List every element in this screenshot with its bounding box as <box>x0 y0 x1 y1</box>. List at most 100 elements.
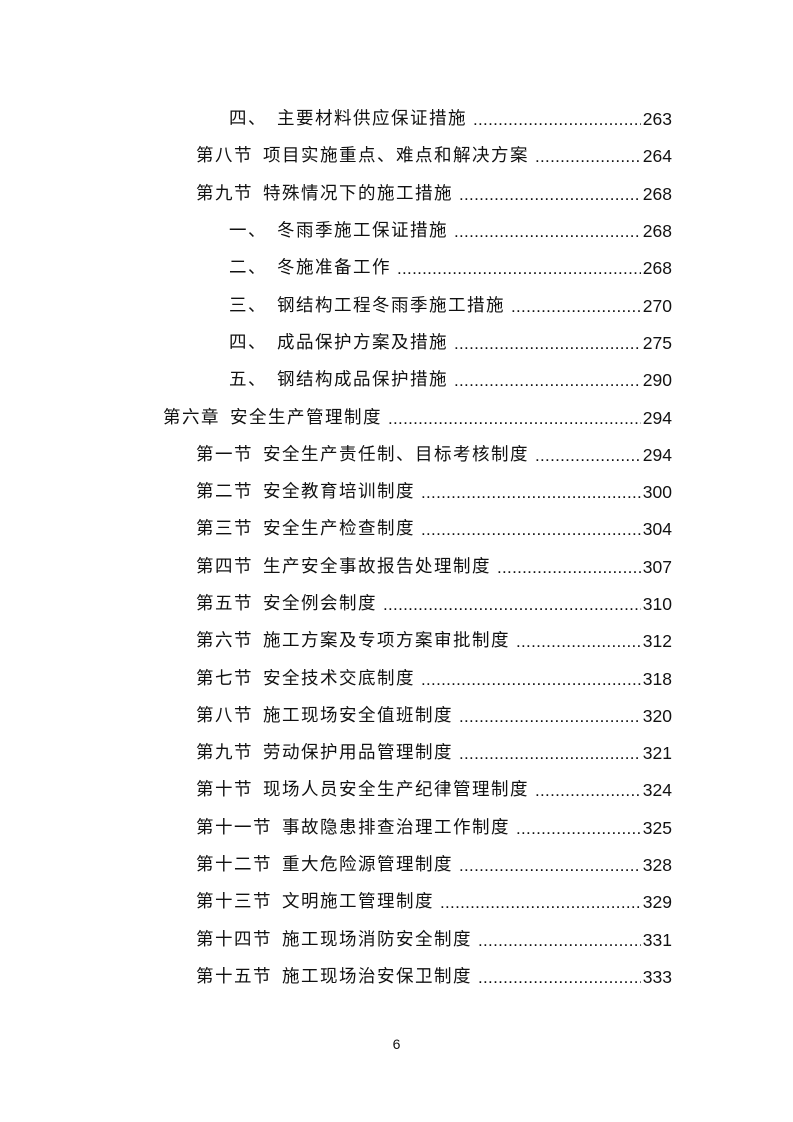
dot-leader <box>454 362 641 399</box>
toc-entry-title: 四、 主要材料供应保证措施 <box>229 101 467 138</box>
toc-entry-title: 第一节 安全生产责任制、目标考核制度 <box>196 437 529 474</box>
toc-entry-text: 冬雨季施工保证措施 <box>277 221 448 242</box>
dot-leader <box>421 661 641 698</box>
toc-entry-title: 五、 钢结构成品保护措施 <box>229 362 448 399</box>
toc-entry[interactable]: 四、成品保护方案及措施 275 <box>0 325 793 362</box>
toc-entry-text: 生产安全事故报告处理制度 <box>263 556 491 577</box>
toc-entry-text: 冬施准备工作 <box>277 258 391 279</box>
dot-leader <box>516 623 641 660</box>
toc-entry[interactable]: 一、冬雨季施工保证措施 268 <box>0 213 793 250</box>
toc-entry-page: 268 <box>642 221 672 242</box>
toc-entry-text: 重大危险源管理制度 <box>282 855 453 876</box>
toc-entry-text: 安全生产检查制度 <box>263 519 415 540</box>
dot-leader <box>497 549 641 586</box>
toc-entry-text: 事故隐患排查治理工作制度 <box>282 817 510 838</box>
toc-entry-text: 成品保护方案及措施 <box>277 332 448 353</box>
toc-entry-text: 钢结构工程冬雨季施工措施 <box>277 295 505 316</box>
toc-entry-text: 施工现场安全值班制度 <box>263 705 453 726</box>
toc-entry-page: 294 <box>642 444 672 465</box>
toc-entry-page: 333 <box>642 966 672 987</box>
page-number: 6 <box>392 1036 401 1052</box>
toc-entry-number: 三、 <box>229 295 267 316</box>
toc-entry-number: 第三节 <box>196 519 253 540</box>
toc-entry-text: 施工方案及专项方案审批制度 <box>263 631 510 652</box>
dot-leader <box>478 959 641 996</box>
toc-entry-text: 安全生产管理制度 <box>230 407 382 428</box>
toc-entry-title: 四、 成品保护方案及措施 <box>229 325 448 362</box>
toc-entry-number: 第十节 <box>196 780 253 801</box>
toc-entry-number: 第十五节 <box>196 966 272 987</box>
toc-entry-page: 268 <box>642 258 672 279</box>
dot-leader <box>516 810 641 847</box>
toc-entry-number: 第八节 <box>196 705 253 726</box>
dot-leader <box>459 735 641 772</box>
toc-entry-number: 一、 <box>229 221 267 242</box>
toc-entry[interactable]: 三、钢结构工程冬雨季施工措施 270 <box>0 287 793 324</box>
dot-leader <box>421 511 641 548</box>
toc-entry-number: 第八节 <box>196 146 253 167</box>
toc-entry-number: 第十四节 <box>196 929 272 950</box>
dot-leader <box>440 884 641 921</box>
toc-entry-page: 331 <box>642 929 672 950</box>
toc-entry-number: 第七节 <box>196 668 253 689</box>
dot-leader <box>473 101 641 138</box>
toc-entry-page: 328 <box>642 855 672 876</box>
toc-entry[interactable]: 五、钢结构成品保护措施 290 <box>0 362 793 399</box>
toc-entry-page: 300 <box>642 482 672 503</box>
toc-entry-number: 第十三节 <box>196 892 272 913</box>
toc-entry-text: 安全例会制度 <box>263 594 377 614</box>
toc-entry-title: 第十五节 施工现场治安保卫制度 <box>196 959 472 996</box>
toc-entry-title: 第九节 特殊情况下的施工措施 <box>196 176 453 213</box>
toc-entry-title: 一、 冬雨季施工保证措施 <box>229 213 448 250</box>
toc-entry-title: 第二节 安全教育培训制度 <box>196 474 415 511</box>
dot-leader <box>535 772 641 809</box>
toc-entry-number: 二、 <box>229 258 267 279</box>
toc-entry-page: 329 <box>642 892 672 913</box>
toc-entry[interactable]: 四、主要材料供应保证措施 263 <box>0 101 793 138</box>
dot-leader <box>459 847 641 884</box>
toc-entry-title: 三、 钢结构工程冬雨季施工措施 <box>229 288 505 325</box>
toc-entry-text: 劳动保护用品管理制度 <box>263 743 453 764</box>
toc-entry-number: 第十二节 <box>196 855 272 876</box>
dot-leader <box>459 698 641 735</box>
toc-entry[interactable]: 二、冬施准备工作 268 <box>0 250 793 287</box>
toc-entry-page: 321 <box>642 743 672 764</box>
toc-entry-page: 294 <box>642 407 672 428</box>
toc-entry-title: 二、 冬施准备工作 <box>229 250 391 287</box>
toc-entry-text: 安全生产责任制、目标考核制度 <box>263 444 529 465</box>
toc-entry-page: 324 <box>642 780 672 801</box>
toc-entry-text: 主要材料供应保证措施 <box>277 109 467 130</box>
toc-entry-text: 施工现场消防安全制度 <box>282 929 472 950</box>
toc-entry-page: 320 <box>642 705 672 726</box>
toc-entry-text: 文明施工管理制度 <box>282 892 434 913</box>
table-of-contents: 四、主要材料供应保证措施263第八节项目实施重点、难点和解决方案264第九节特殊… <box>0 101 793 996</box>
toc-entry-title: 第七节 安全技术交底制度 <box>196 661 415 698</box>
toc-entry-page: 325 <box>642 817 672 838</box>
dot-leader <box>478 922 641 959</box>
toc-entry-title: 第十节 现场人员安全生产纪律管理制度 <box>196 772 529 809</box>
toc-entry-title: 第六节 施工方案及专项方案审批制度 <box>196 623 510 660</box>
toc-entry-page: 270 <box>642 295 672 316</box>
dot-leader <box>459 176 641 213</box>
dot-leader <box>383 586 641 623</box>
toc-entry-text: 安全技术交底制度 <box>263 668 415 689</box>
toc-entry-number: 第六章 <box>163 407 220 428</box>
